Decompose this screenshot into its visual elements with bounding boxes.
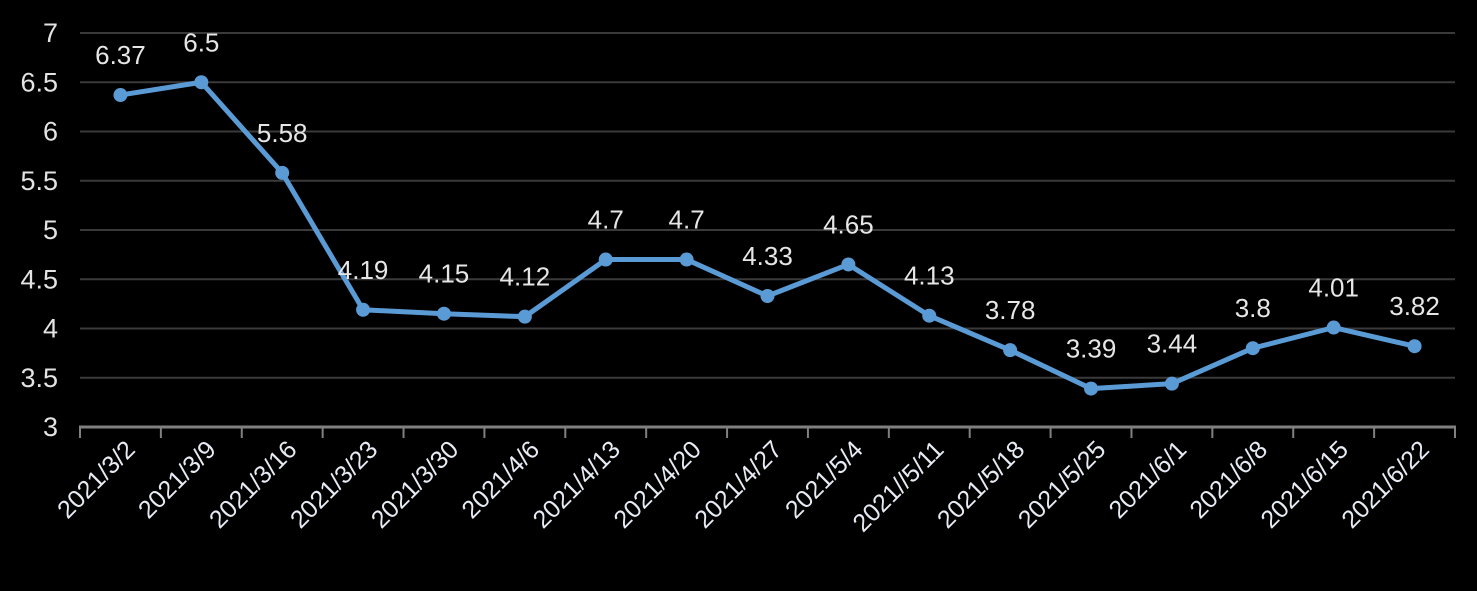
value-label: 4.33 — [742, 241, 793, 271]
y-tick-label: 3 — [43, 412, 58, 442]
x-tick-label: 2021/4/13 — [528, 435, 626, 533]
data-point-marker — [275, 165, 290, 180]
data-point-marker — [841, 257, 856, 272]
data-point-marker — [1164, 376, 1179, 391]
value-label: 3.44 — [1147, 329, 1198, 359]
x-tick-label: 2021/6/1 — [1104, 435, 1193, 524]
y-axis-labels: 7 6.5 6 5.5 5 4.5 4 3.5 3 — [20, 18, 58, 442]
data-point-marker — [113, 88, 128, 103]
value-label: 5.58 — [257, 118, 308, 148]
y-tick-label: 4 — [43, 314, 58, 344]
data-point-marker — [517, 309, 532, 324]
value-label: 3.82 — [1389, 291, 1440, 321]
data-labels: 6.37 6.5 5.58 4.19 4.15 4.12 4.7 4.7 4.33 4.65 4.1… — [95, 27, 1440, 363]
x-tick-label: 2021/3/2 — [52, 435, 141, 524]
data-point-marker — [194, 75, 209, 90]
y-tick-label: 6.5 — [20, 67, 58, 97]
value-label: 4.12 — [500, 262, 551, 292]
value-label: 3.39 — [1066, 334, 1117, 364]
x-tick-label: 2021/5/18 — [932, 435, 1030, 533]
value-label: 4.19 — [338, 255, 389, 285]
series-path — [117, 79, 1418, 392]
data-point-marker — [436, 306, 451, 321]
x-tick-label: 2021/6/15 — [1255, 435, 1353, 533]
x-axis-labels: 2021/3/22021/3/92021/3/162021/3/232021/3… — [52, 435, 1435, 537]
y-tick-label: 7 — [43, 18, 58, 48]
x-tick-label: 2021/4/27 — [689, 435, 787, 533]
data-point-marker — [1326, 320, 1341, 335]
value-label: 4.7 — [669, 205, 705, 235]
x-tick-label: 2021/5/25 — [1013, 435, 1111, 533]
y-tick-label: 5 — [43, 215, 58, 245]
value-label: 6.5 — [183, 27, 219, 57]
value-label: 6.37 — [95, 40, 146, 70]
y-tick-label: 6 — [43, 117, 58, 147]
data-point-markers — [113, 75, 1422, 396]
series-line — [117, 79, 1418, 392]
data-point-marker — [1407, 339, 1422, 354]
data-point-marker — [356, 302, 371, 317]
x-tick-label: 2021/3/23 — [285, 435, 383, 533]
value-label: 4.01 — [1308, 273, 1359, 303]
value-label: 4.13 — [904, 261, 955, 291]
y-tick-label: 5.5 — [20, 166, 58, 196]
x-tick-label: 2021/3/16 — [204, 435, 302, 533]
value-label: 3.78 — [985, 295, 1036, 325]
data-point-marker — [760, 288, 775, 303]
data-point-marker — [1003, 343, 1018, 358]
value-label: 4.15 — [419, 259, 470, 289]
x-tick-label: 2021/4/20 — [608, 435, 706, 533]
gridlines — [80, 32, 1455, 379]
value-label: 4.65 — [823, 209, 874, 239]
x-tick-label: 2021/3/30 — [366, 435, 464, 533]
data-point-marker — [922, 308, 937, 323]
data-point-marker — [1245, 341, 1260, 356]
x-axis — [79, 425, 1456, 438]
y-tick-label: 3.5 — [20, 363, 58, 393]
data-point-marker — [1084, 381, 1099, 396]
y-tick-label: 4.5 — [20, 264, 58, 294]
data-point-marker — [598, 252, 613, 267]
x-tick-label: 2021/6/22 — [1336, 435, 1434, 533]
value-label: 4.7 — [588, 205, 624, 235]
data-point-marker — [679, 252, 694, 267]
value-label: 3.8 — [1235, 293, 1271, 323]
